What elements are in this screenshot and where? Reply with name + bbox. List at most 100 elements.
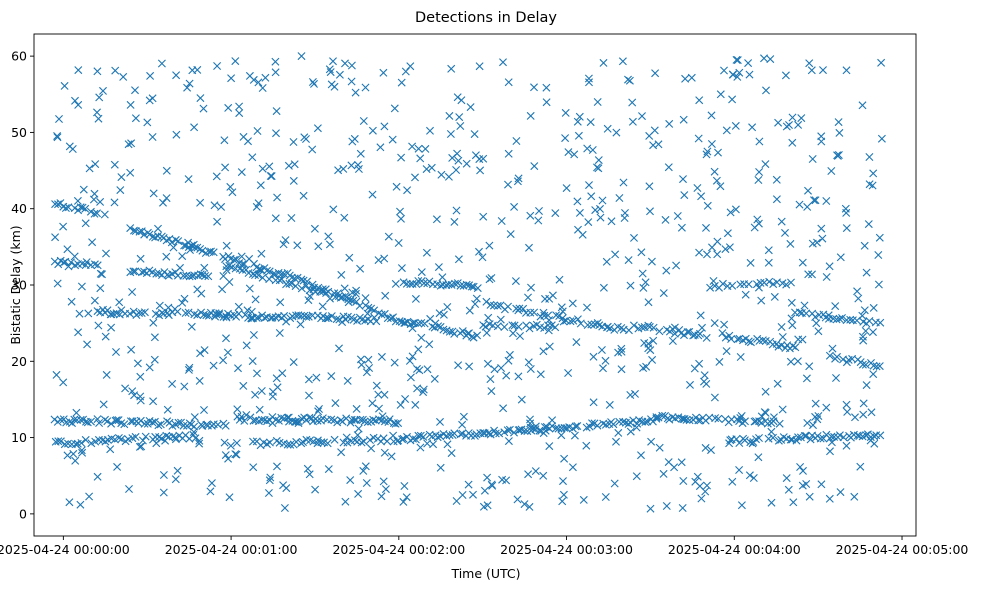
data-point: [211, 309, 220, 318]
data-point: [296, 320, 305, 329]
data-point: [515, 304, 524, 313]
data-point: [196, 349, 205, 358]
data-point: [774, 436, 783, 445]
data-point: [641, 278, 650, 287]
data-point: [728, 281, 737, 290]
data-point: [226, 441, 235, 450]
data-point: [85, 164, 94, 173]
data-point: [372, 381, 381, 390]
data-point: [505, 425, 514, 434]
data-point: [154, 224, 162, 233]
data-point: [869, 169, 878, 178]
data-point: [865, 153, 874, 161]
data-point: [573, 315, 582, 324]
data-point: [110, 160, 119, 169]
data-point: [614, 428, 623, 437]
data-point: [434, 263, 443, 272]
data-point: [584, 218, 593, 227]
data-point: [809, 421, 817, 430]
data-point: [53, 279, 62, 288]
data-point: [716, 90, 725, 99]
data-point: [370, 306, 379, 315]
data-point: [125, 485, 133, 493]
data-point: [162, 431, 171, 440]
data-point: [335, 344, 343, 353]
data-point: [851, 413, 859, 422]
data-point: [90, 260, 99, 269]
data-point: [266, 172, 275, 180]
data-point: [222, 241, 231, 250]
data-point: [308, 78, 317, 86]
data-point: [161, 436, 170, 445]
data-point: [539, 308, 548, 317]
data-point: [560, 454, 569, 463]
data-point: [654, 413, 663, 422]
data-point: [680, 191, 689, 200]
data-point: [302, 313, 311, 321]
data-point: [540, 324, 549, 332]
data-point: [255, 405, 264, 414]
data-point: [83, 340, 92, 349]
data-point: [799, 466, 807, 475]
data-point: [213, 62, 222, 70]
data-point: [417, 333, 426, 342]
data-point: [327, 372, 336, 381]
data-point: [257, 249, 266, 258]
data-point: [548, 422, 557, 431]
data-point: [349, 296, 358, 305]
data-point: [469, 333, 478, 342]
data-point: [513, 495, 522, 504]
data-point: [756, 278, 765, 287]
data-point: [475, 247, 483, 256]
data-point: [854, 294, 863, 303]
data-point: [573, 197, 582, 206]
data-point: [148, 418, 157, 427]
data-point: [237, 412, 246, 421]
data-point: [661, 215, 670, 224]
data-point: [352, 297, 361, 306]
data-point: [309, 437, 318, 446]
data-point: [102, 249, 110, 258]
data-point: [313, 436, 322, 445]
data-point: [247, 307, 256, 316]
data-point: [769, 433, 777, 442]
data-point: [833, 352, 841, 361]
data-point: [514, 306, 523, 315]
data-point: [346, 418, 355, 427]
data-point: [84, 309, 93, 318]
data-point: [346, 476, 355, 485]
data-point: [143, 118, 152, 127]
data-point: [615, 194, 624, 202]
data-point: [760, 408, 769, 417]
data-point: [813, 415, 822, 424]
data-point: [273, 193, 282, 202]
data-point: [814, 327, 823, 336]
data-point: [347, 61, 356, 70]
data-point: [504, 149, 513, 158]
data-point: [363, 309, 372, 318]
data-point: [77, 439, 86, 447]
data-point: [69, 449, 78, 458]
data-point: [53, 132, 62, 140]
data-point: [545, 316, 554, 325]
data-point: [850, 492, 859, 501]
data-point: [662, 266, 671, 275]
data-point: [677, 223, 686, 232]
data-point: [419, 432, 428, 441]
data-point: [664, 458, 673, 467]
data-point: [696, 329, 704, 338]
data-point: [487, 387, 496, 396]
data-point: [137, 442, 146, 451]
data-point: [174, 418, 183, 427]
data-point: [242, 411, 251, 419]
data-point: [835, 314, 844, 323]
data-point: [842, 441, 851, 450]
data-point: [318, 285, 327, 294]
data-point: [155, 433, 164, 442]
data-point: [541, 294, 549, 303]
data-point: [303, 464, 312, 473]
data-point: [698, 323, 706, 332]
data-point: [458, 429, 467, 438]
data-point: [796, 463, 805, 471]
data-point: [370, 313, 379, 322]
